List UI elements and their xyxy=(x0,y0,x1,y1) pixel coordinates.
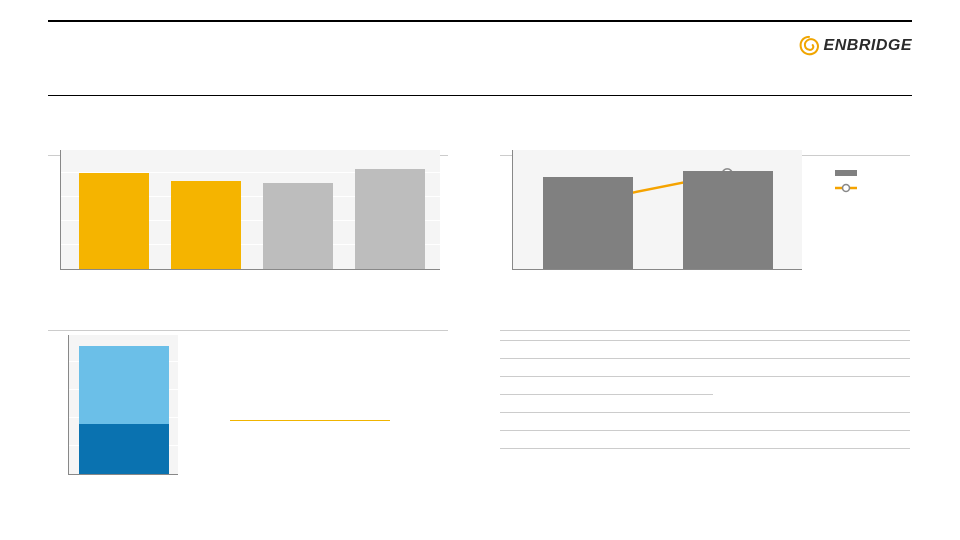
chart-c-segment xyxy=(79,424,169,474)
legend-bar-swatch xyxy=(835,170,857,176)
legend-line-swatch xyxy=(835,182,857,194)
chart-b-plot xyxy=(512,150,802,270)
mid-rule xyxy=(48,95,912,96)
chart-a-plot xyxy=(60,150,440,270)
text-line xyxy=(500,412,910,413)
text-line xyxy=(500,340,910,341)
section-d-rule xyxy=(500,330,910,331)
swirl-icon xyxy=(798,35,820,57)
chart-a-bar xyxy=(355,169,425,269)
chart-b-bar xyxy=(543,177,633,269)
chart-a-bar xyxy=(263,183,333,269)
brand-logo: ENBRIDGE xyxy=(798,35,912,57)
chart-b-bar xyxy=(683,171,773,269)
chart-a-bar xyxy=(171,181,241,269)
text-line xyxy=(500,430,910,431)
chart-b-legend xyxy=(835,170,915,200)
text-line xyxy=(500,448,910,449)
text-line xyxy=(500,376,910,377)
text-line xyxy=(500,394,713,395)
chart-a xyxy=(48,145,448,285)
chart-a-bar xyxy=(79,173,149,269)
top-rule xyxy=(48,20,912,22)
legend-bar-row xyxy=(835,170,915,176)
chart-c-accent-rule xyxy=(230,420,390,421)
chart-c xyxy=(48,330,208,490)
text-block xyxy=(500,340,910,466)
legend-line-row xyxy=(835,182,915,194)
text-line xyxy=(500,358,910,359)
chart-c-plot xyxy=(68,335,178,475)
chart-b xyxy=(500,145,820,285)
brand-name: ENBRIDGE xyxy=(824,37,912,55)
chart-c-segment xyxy=(79,346,169,424)
